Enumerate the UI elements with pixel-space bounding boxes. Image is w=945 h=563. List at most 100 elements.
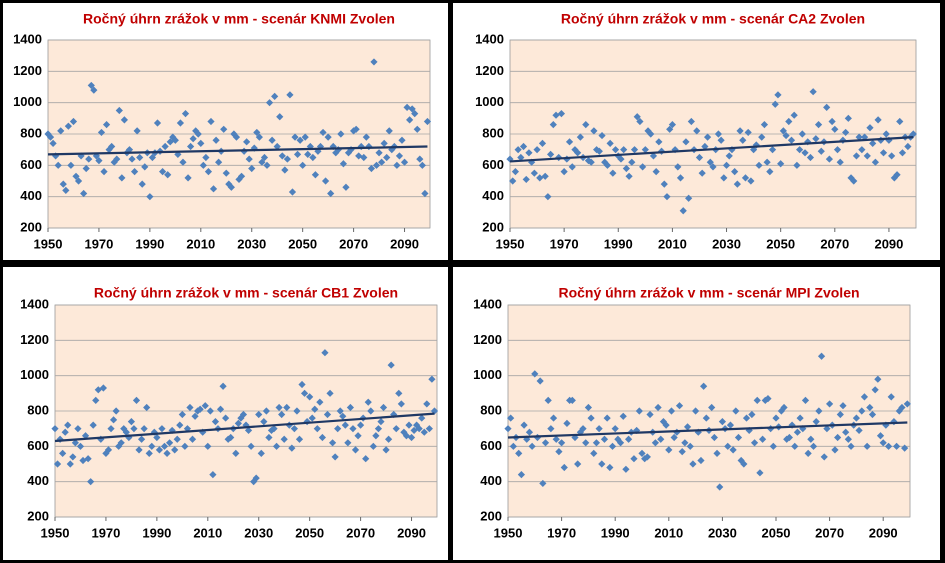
data-point (855, 133, 863, 141)
data-point (392, 425, 400, 433)
y-tick-label: 1000 (20, 367, 49, 382)
data-point (769, 442, 777, 450)
data-point (215, 158, 223, 166)
data-point (768, 146, 777, 154)
data-point (411, 110, 419, 118)
data-point (884, 442, 893, 450)
data-point (703, 133, 712, 141)
data-point (844, 114, 852, 122)
data-point (54, 161, 62, 169)
y-tick-label: 600 (480, 438, 502, 453)
data-point (828, 117, 836, 126)
data-point (328, 439, 337, 447)
data-point (525, 428, 534, 436)
data-point (555, 448, 563, 456)
data-point (143, 403, 151, 412)
data-point (247, 442, 255, 450)
data-point (186, 403, 194, 412)
x-tick-label: 1950 (496, 236, 525, 251)
data-point (367, 407, 375, 415)
data-point (308, 414, 316, 422)
data-point (509, 442, 517, 450)
data-point (397, 400, 405, 408)
data-point (646, 410, 654, 419)
data-point (260, 153, 269, 162)
data-point (283, 403, 291, 412)
y-tick-label: 1000 (13, 94, 42, 109)
data-point (94, 386, 102, 394)
data-point (709, 163, 717, 171)
data-point (761, 396, 769, 404)
data-point (71, 439, 79, 447)
data-point (655, 138, 663, 146)
data-point (416, 155, 424, 163)
data-point (145, 449, 153, 457)
data-point (860, 133, 869, 141)
x-tick-label: 2010 (654, 525, 683, 540)
data-point (785, 117, 793, 126)
x-tick-label: 2070 (815, 525, 844, 540)
data-point (66, 460, 74, 468)
data-point (357, 421, 365, 429)
data-point (265, 433, 273, 442)
data-point (868, 410, 877, 419)
data-point (136, 153, 144, 162)
data-point (253, 128, 261, 137)
data-point (697, 456, 705, 465)
data-point (161, 142, 169, 151)
data-point (378, 158, 386, 166)
trend-line (47, 145, 428, 156)
data-point (324, 133, 332, 141)
data-point (372, 432, 380, 440)
data-point (380, 139, 388, 147)
data-point (410, 426, 418, 435)
data-point (421, 189, 429, 198)
y-tick-label: 1000 (475, 94, 504, 109)
data-point (69, 117, 78, 126)
data-point (737, 456, 745, 465)
data-point (242, 421, 250, 429)
data-point (257, 449, 265, 457)
data-point (344, 439, 352, 447)
data-point (630, 455, 638, 463)
data-point (423, 117, 432, 126)
data-point (509, 177, 517, 185)
data-point (708, 403, 716, 412)
data-point (740, 460, 748, 468)
data-point (209, 185, 218, 193)
data-point (219, 382, 227, 390)
data-point (544, 396, 552, 404)
y-tick-label: 1200 (20, 332, 49, 347)
data-point (227, 183, 235, 191)
data-point (882, 421, 890, 429)
data-point (582, 121, 590, 129)
data-point (847, 442, 855, 450)
x-tick-label: 1970 (550, 236, 579, 251)
data-point (722, 161, 731, 169)
x-tick-label: 1970 (91, 525, 120, 540)
data-point (189, 135, 197, 143)
data-point (99, 384, 107, 392)
data-point (316, 398, 324, 406)
data-point (339, 160, 348, 168)
data-point (227, 433, 235, 442)
data-point (194, 130, 202, 138)
data-point (659, 418, 668, 426)
data-point (625, 172, 633, 180)
data-point (428, 375, 436, 383)
data-point (326, 389, 334, 397)
x-tick-label: 2050 (295, 525, 324, 540)
data-point (790, 111, 798, 119)
data-point (603, 414, 611, 422)
data-point (791, 442, 799, 450)
data-point (682, 138, 690, 146)
data-point (115, 442, 123, 450)
data-point (90, 86, 98, 94)
x-tick-label: 2010 (193, 525, 222, 540)
data-point (232, 449, 240, 457)
y-tick-label: 1200 (475, 63, 504, 78)
y-tick-label: 600 (482, 157, 504, 172)
data-point (683, 423, 692, 431)
data-point (199, 428, 207, 436)
y-tick-label: 600 (27, 438, 49, 453)
